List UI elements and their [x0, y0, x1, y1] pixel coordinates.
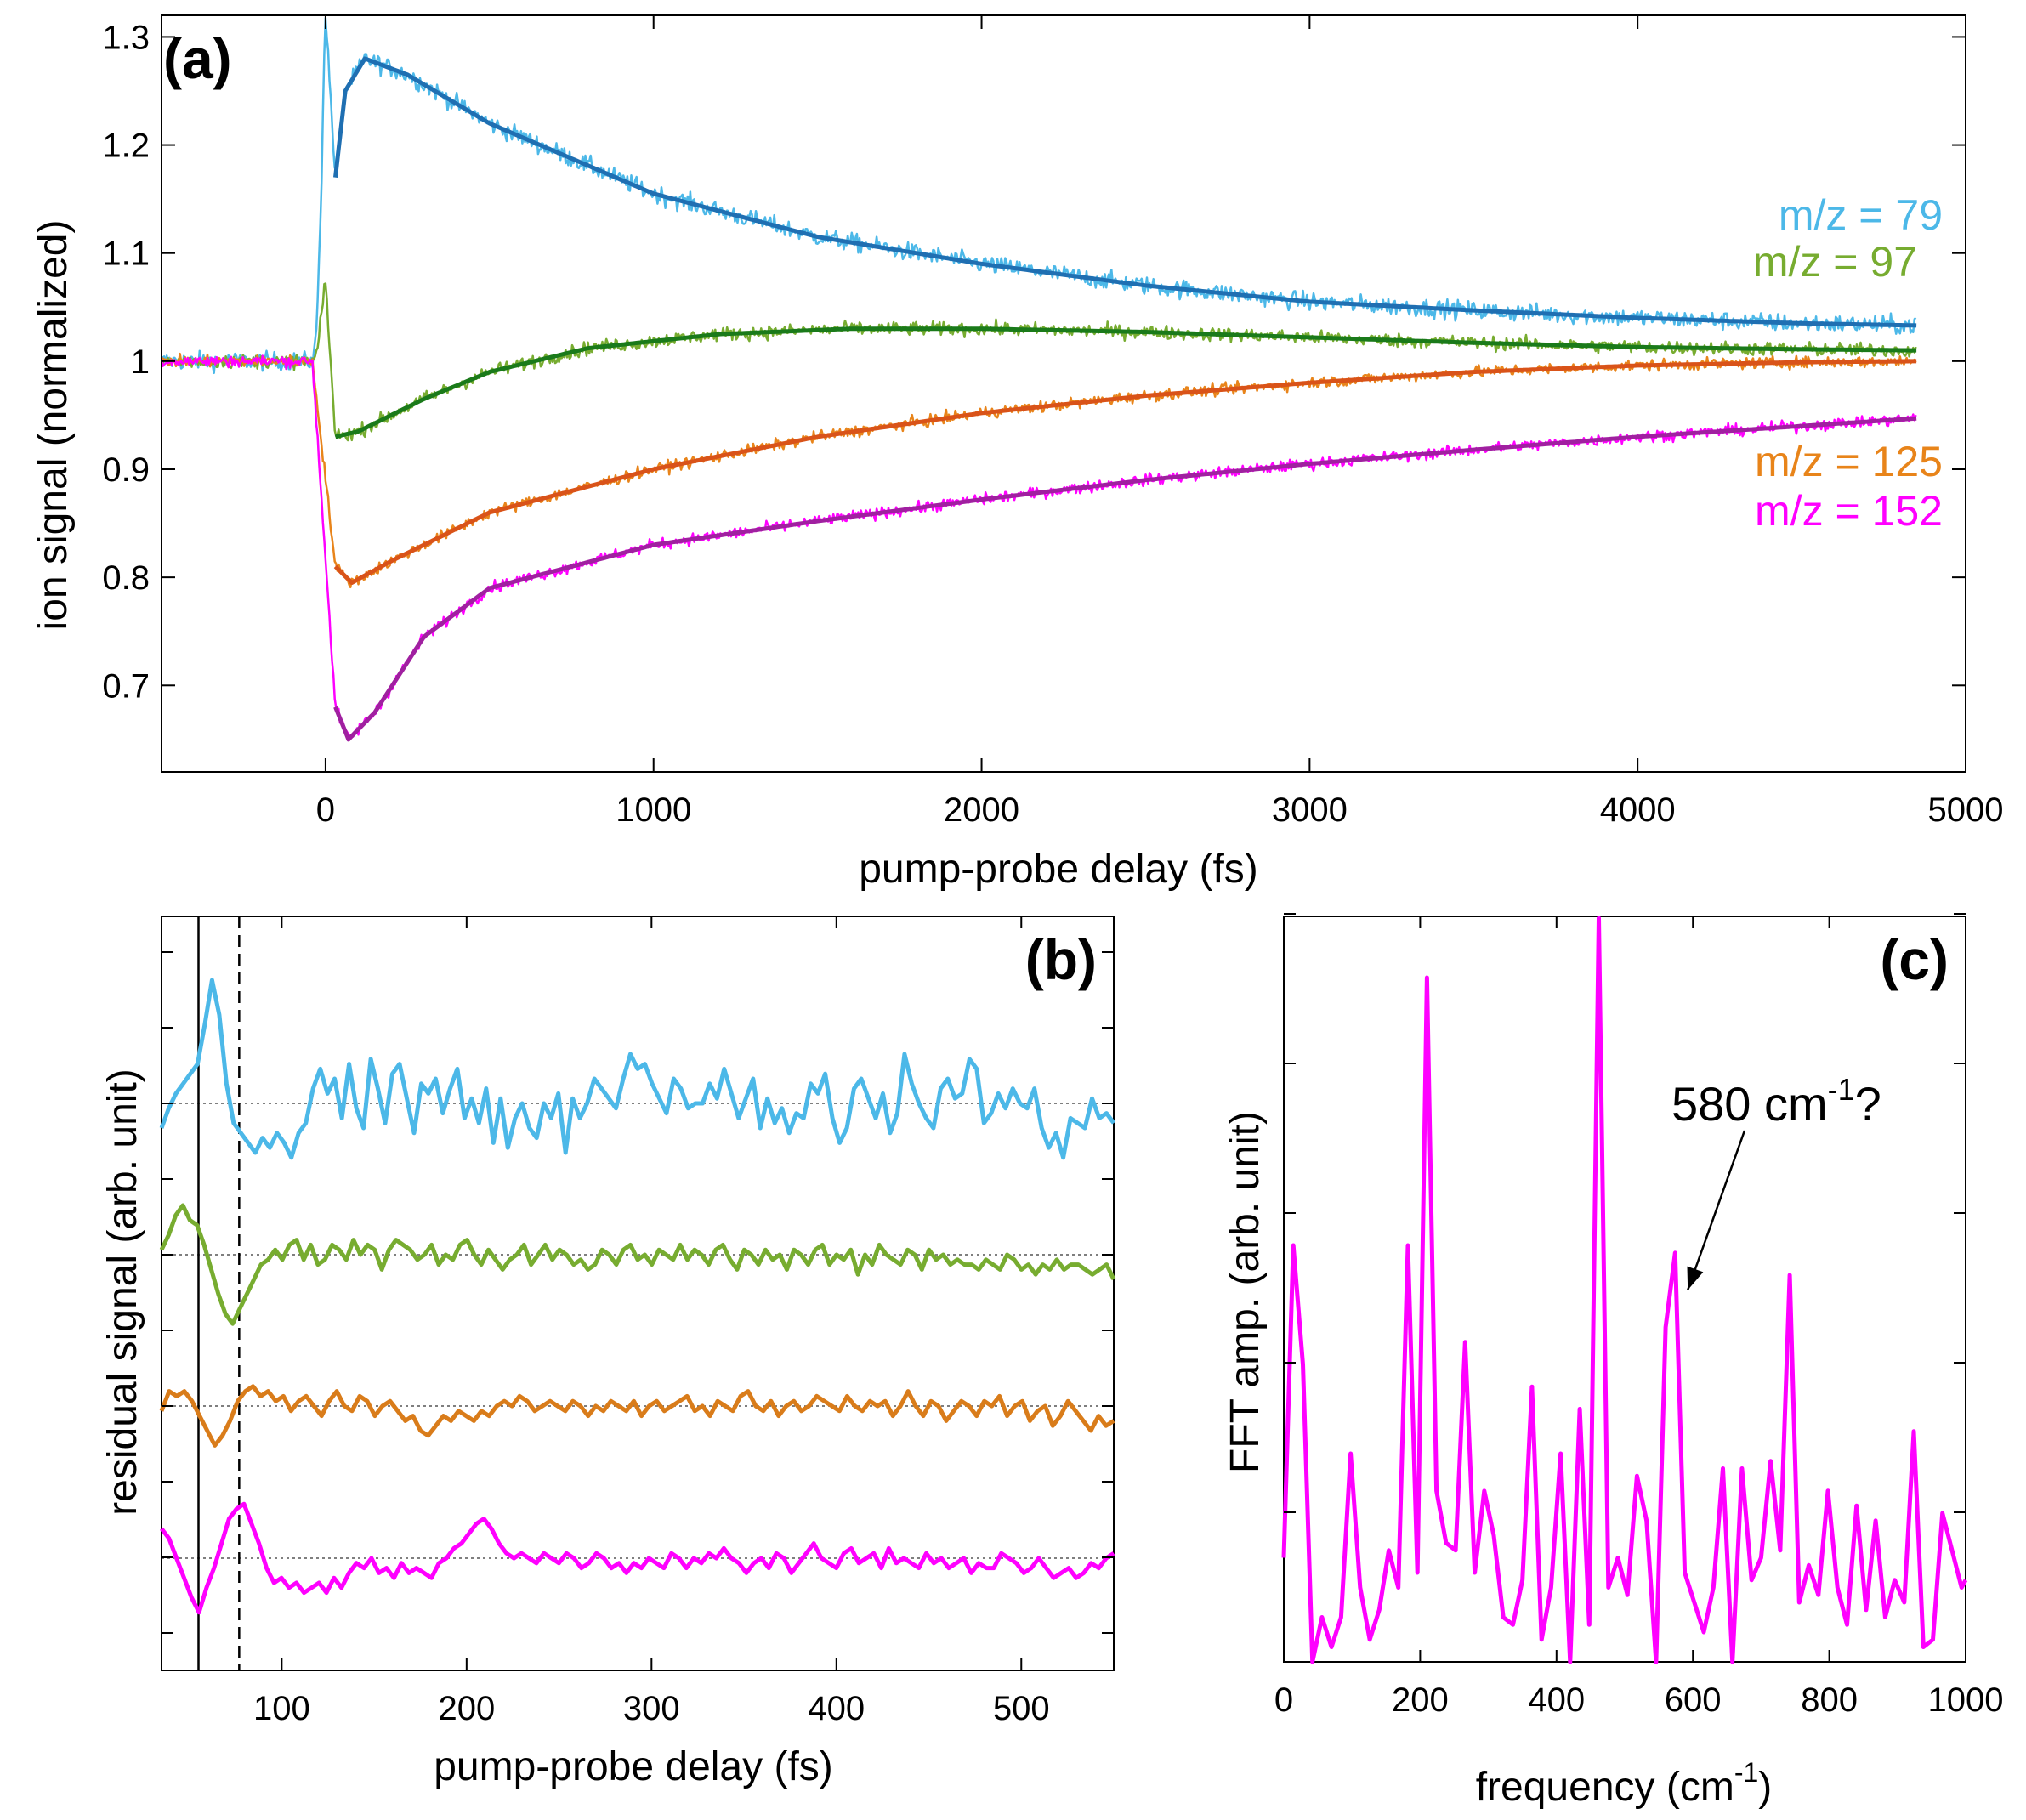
panel-b-series-79-line: [159, 978, 1116, 1160]
panel-a-y-tick-label: 1: [131, 343, 150, 381]
panel-a-y-tick-label: 0.8: [102, 559, 150, 597]
panel-a-plot-area: [162, 16, 1917, 742]
panel-c-y-ticks: [1284, 913, 1966, 1513]
panel-b-y-title: residual signal (arb. unit): [100, 1069, 145, 1516]
panel-b-x-tick-label: 300: [623, 1690, 680, 1727]
panel-b-series-125-line: [159, 1384, 1115, 1448]
panel-c-fft-line: [1281, 916, 1968, 1664]
panel-b-y-ticks: [162, 951, 1114, 1634]
panel-b-x-tick-label: 200: [438, 1690, 495, 1727]
panel-b-x-title: pump-probe delay (fs): [434, 1744, 833, 1789]
panel-a-x-tick-label: 3000: [1272, 791, 1348, 829]
panel-b-series-97-line: [159, 1203, 1116, 1326]
series-97-fit-line: [334, 326, 1917, 439]
panel-c-y-title: FFT amp. (arb. unit): [1223, 1111, 1268, 1473]
series-125-fit-line: [333, 359, 1917, 585]
panel-c-x-tick-label: 800: [1801, 1681, 1858, 1719]
panel-c-x-tick-label: 400: [1528, 1681, 1585, 1719]
panel-a-y-title: ion signal (normalized): [31, 220, 76, 631]
panel-a-y-ticks: 0.7 0.8 0.9 1 1.1 1.2 1.3: [102, 19, 1966, 705]
legend-m152: m/z = 152: [1755, 487, 1943, 535]
panel-b-frame: [161, 916, 1115, 1671]
panel-c-x-title-main: frequency (cm: [1476, 1765, 1734, 1810]
panel-a: 0 1000 2000 3000 4000 5000 0.7 0.8 0.9 1 1.1 1.2 1.…: [31, 14, 2004, 892]
panel-c-x-tick-label: 0: [1274, 1681, 1293, 1719]
panel-c-plot-area: [1281, 916, 1968, 1664]
panel-label-a: (a): [163, 27, 232, 90]
panel-a-frame: [161, 14, 1966, 773]
panel-c-frame: [1283, 916, 1966, 1663]
series-125-data-line: [162, 352, 1917, 589]
panel-a-y-tick-label: 1.3: [102, 19, 150, 56]
panel-a-x-tick-label: 0: [316, 791, 335, 829]
panel-c-x-tick-label: 600: [1665, 1681, 1722, 1719]
panel-a-x-ticks: 0 1000 2000 3000 4000 5000: [316, 15, 2004, 829]
panel-b: 100 200 300 400 500 (b) pump-probe delay (fs…: [100, 916, 1116, 1789]
series-152-fit-line: [333, 416, 1917, 742]
panel-c-annotation-main: 580 cm: [1671, 1077, 1828, 1131]
panel-a-y-tick-label: 1.2: [102, 128, 150, 165]
panel-c-annotation-tail: ?: [1855, 1077, 1881, 1131]
panel-a-x-tick-label: 2000: [944, 791, 1019, 829]
panel-label-b: (b): [1025, 928, 1097, 991]
panel-c: 0 200 400 600 800 1000 (c) frequency (cm-1) F…: [1223, 913, 2004, 1810]
panel-a-y-tick-label: 0.7: [102, 667, 150, 705]
panel-label-c: (c): [1880, 928, 1949, 991]
legend-m79: m/z = 79: [1779, 191, 1943, 239]
panel-a-x-tick-label: 5000: [1928, 791, 2004, 829]
panel-c-x-tick-label: 1000: [1928, 1681, 2004, 1719]
panel-a-x-tick-label: 4000: [1600, 791, 1676, 829]
series-79-fit-line: [333, 56, 1917, 328]
panel-c-x-title: frequency (cm-1): [1476, 1757, 1773, 1810]
panel-a-y-tick-label: 0.9: [102, 451, 150, 489]
panel-c-x-ticks: 0 200 400 600 800 1000: [1274, 916, 2004, 1719]
panel-c-x-tick-label: 200: [1392, 1681, 1449, 1719]
legend-m97: m/z = 97: [1753, 238, 1917, 286]
panel-c-annotation-arrowhead: [1687, 1266, 1704, 1290]
panel-c-x-title-tail: ): [1758, 1765, 1772, 1810]
panel-c-annotation-sup: -1: [1828, 1072, 1855, 1107]
legend-m125: m/z = 125: [1755, 438, 1943, 485]
panel-b-plot-area: [159, 916, 1116, 1670]
panel-c-x-title-sup: -1: [1734, 1757, 1758, 1788]
panel-b-x-tick-label: 100: [253, 1690, 310, 1727]
panel-b-x-ticks: 100 200 300 400 500: [253, 916, 1050, 1727]
panel-c-annotation-arrow-shaft: [1687, 1130, 1746, 1290]
panel-b-x-tick-label: 400: [808, 1690, 865, 1727]
panel-c-annotation: 580 cm-1?: [1671, 1072, 1881, 1131]
panel-a-x-tick-label: 1000: [616, 791, 691, 829]
panel-a-x-title: pump-probe delay (fs): [859, 847, 1258, 892]
panel-a-y-tick-label: 1.1: [102, 235, 150, 273]
panel-a-series-group: [162, 16, 1917, 742]
panel-b-series-152-line: [160, 1501, 1115, 1615]
panel-b-x-tick-label: 500: [993, 1690, 1050, 1727]
